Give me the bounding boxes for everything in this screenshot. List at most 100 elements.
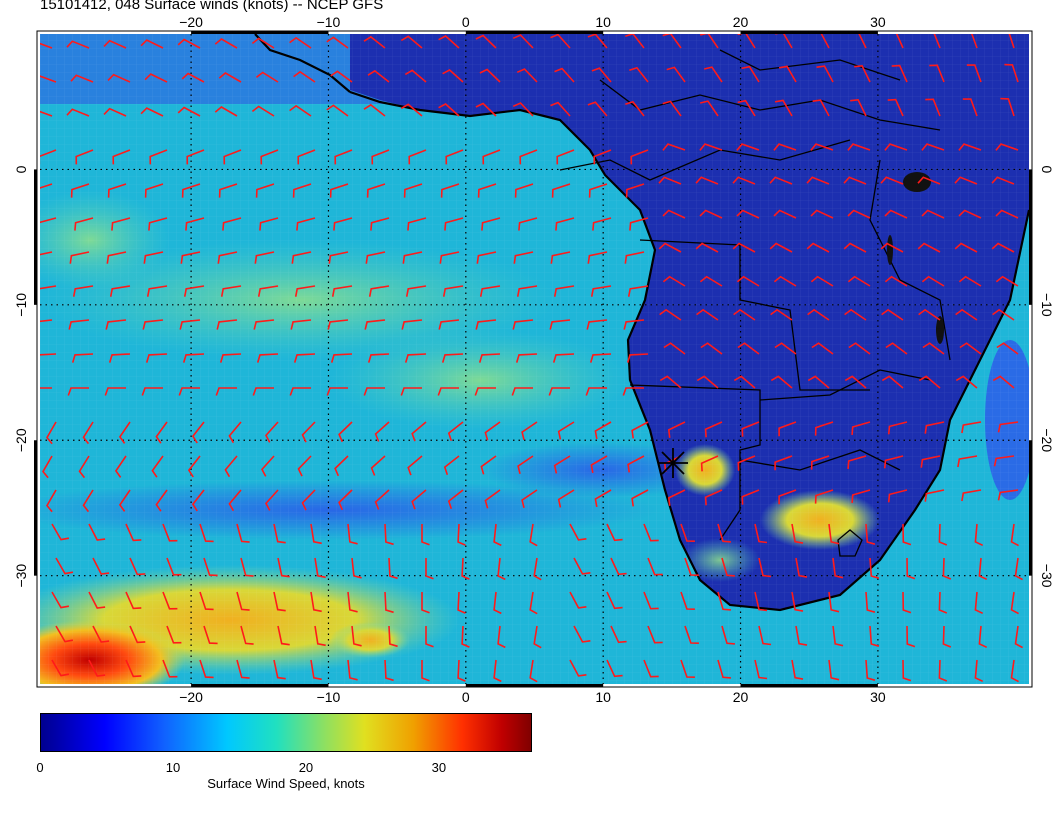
wind-barb bbox=[942, 557, 952, 580]
wind-barb bbox=[858, 34, 867, 49]
wind-barb bbox=[148, 217, 168, 231]
wind-barb bbox=[314, 557, 326, 579]
wind-barb bbox=[297, 149, 316, 165]
wind-barb bbox=[40, 75, 57, 83]
wind-barb bbox=[256, 353, 279, 363]
wind-barb bbox=[594, 489, 612, 508]
wind-barb bbox=[1014, 625, 1023, 649]
wind-barb bbox=[529, 659, 538, 683]
wind-barb bbox=[478, 353, 501, 363]
wind-barb bbox=[92, 557, 110, 575]
wind-barb bbox=[553, 455, 571, 474]
wind-barb bbox=[475, 34, 497, 49]
frame-bar bbox=[465, 31, 604, 34]
colorbar-tick-label: 30 bbox=[431, 760, 447, 775]
wind-barb bbox=[807, 308, 830, 321]
wind-barb bbox=[550, 251, 571, 264]
wind-barb bbox=[590, 455, 608, 474]
colorbar-tick-label: 10 bbox=[165, 760, 181, 775]
wind-barb bbox=[529, 591, 538, 615]
wind-barb bbox=[257, 285, 279, 297]
wind-barb bbox=[548, 387, 570, 396]
wind-barb bbox=[591, 67, 612, 83]
wind-barb bbox=[479, 68, 501, 83]
wind-barb bbox=[592, 217, 612, 231]
wind-barb bbox=[662, 34, 682, 49]
wind-barb bbox=[214, 38, 238, 49]
wind-barb bbox=[291, 251, 312, 264]
wind-barb bbox=[843, 176, 867, 185]
wind-barb bbox=[240, 557, 254, 577]
wind-barb bbox=[754, 659, 768, 680]
wind-barb bbox=[228, 489, 242, 512]
wind-barb bbox=[129, 625, 146, 644]
wind-barb bbox=[588, 183, 608, 198]
wind-barb bbox=[814, 489, 834, 504]
wind-barb bbox=[869, 557, 880, 579]
wind-barb bbox=[795, 625, 808, 646]
wind-barb bbox=[721, 557, 735, 577]
wind-barb bbox=[512, 319, 534, 330]
wind-barb bbox=[820, 34, 830, 49]
wind-barb bbox=[925, 98, 941, 117]
wind-barb bbox=[700, 100, 719, 117]
wind-barb bbox=[253, 319, 275, 330]
wind-barb bbox=[114, 455, 127, 478]
wind-barb bbox=[514, 183, 534, 198]
wind-barb bbox=[521, 421, 538, 440]
wind-barb bbox=[958, 143, 982, 151]
wind-barb bbox=[326, 36, 349, 49]
wind-barb bbox=[717, 523, 731, 543]
wind-barb bbox=[569, 591, 587, 609]
wind-barb bbox=[421, 524, 430, 546]
wind-barb bbox=[144, 73, 168, 83]
frame-edge-bars bbox=[34, 31, 1032, 687]
wind-barb bbox=[214, 106, 238, 117]
wind-barb bbox=[971, 34, 978, 49]
wind-barb bbox=[569, 523, 587, 541]
wind-barb bbox=[326, 104, 349, 117]
wind-barb bbox=[918, 308, 941, 321]
wind-barb bbox=[82, 489, 94, 513]
wind-barb bbox=[224, 455, 238, 478]
wind-barb bbox=[629, 217, 649, 231]
wind-barb bbox=[791, 659, 804, 680]
wind-barb bbox=[265, 489, 279, 511]
wind-barb bbox=[587, 251, 608, 264]
colorbar-title: Surface Wind Speed, knots bbox=[207, 776, 365, 791]
wind-barb bbox=[1000, 97, 1015, 117]
wind-barb bbox=[938, 659, 948, 682]
wind-barb bbox=[529, 523, 538, 547]
wind-barb bbox=[388, 557, 398, 580]
wind-barb bbox=[384, 591, 394, 614]
lon-tick-label: 20 bbox=[733, 14, 749, 30]
wind-barb bbox=[997, 421, 1019, 433]
wind-barb bbox=[978, 557, 988, 581]
wind-barb bbox=[107, 183, 127, 198]
wind-barb bbox=[929, 64, 945, 83]
lat-tick-label: −30 bbox=[13, 564, 29, 588]
wind-barb bbox=[643, 523, 659, 542]
wind-barb bbox=[717, 659, 731, 679]
wind-barb bbox=[70, 74, 94, 83]
wind-barb bbox=[236, 659, 250, 679]
wind-barb bbox=[314, 625, 326, 647]
wind-barb bbox=[155, 489, 168, 512]
wind-barb bbox=[806, 242, 830, 253]
wind-barb bbox=[959, 342, 982, 355]
wind-barb bbox=[273, 659, 286, 680]
wind-barb bbox=[995, 275, 1019, 287]
wind-barb bbox=[40, 319, 53, 323]
frame-bar bbox=[1029, 169, 1032, 305]
frame-bar bbox=[740, 31, 878, 34]
wind-barb bbox=[643, 659, 659, 678]
wind-barb bbox=[118, 421, 131, 444]
wind-barb bbox=[695, 242, 719, 253]
wind-barb bbox=[978, 625, 988, 649]
wind-barb bbox=[177, 38, 201, 49]
wind-barb bbox=[680, 659, 695, 678]
wind-barb bbox=[367, 353, 390, 363]
wind-barb bbox=[141, 387, 163, 396]
wind-barb bbox=[573, 625, 591, 643]
wind-barb bbox=[828, 523, 840, 545]
